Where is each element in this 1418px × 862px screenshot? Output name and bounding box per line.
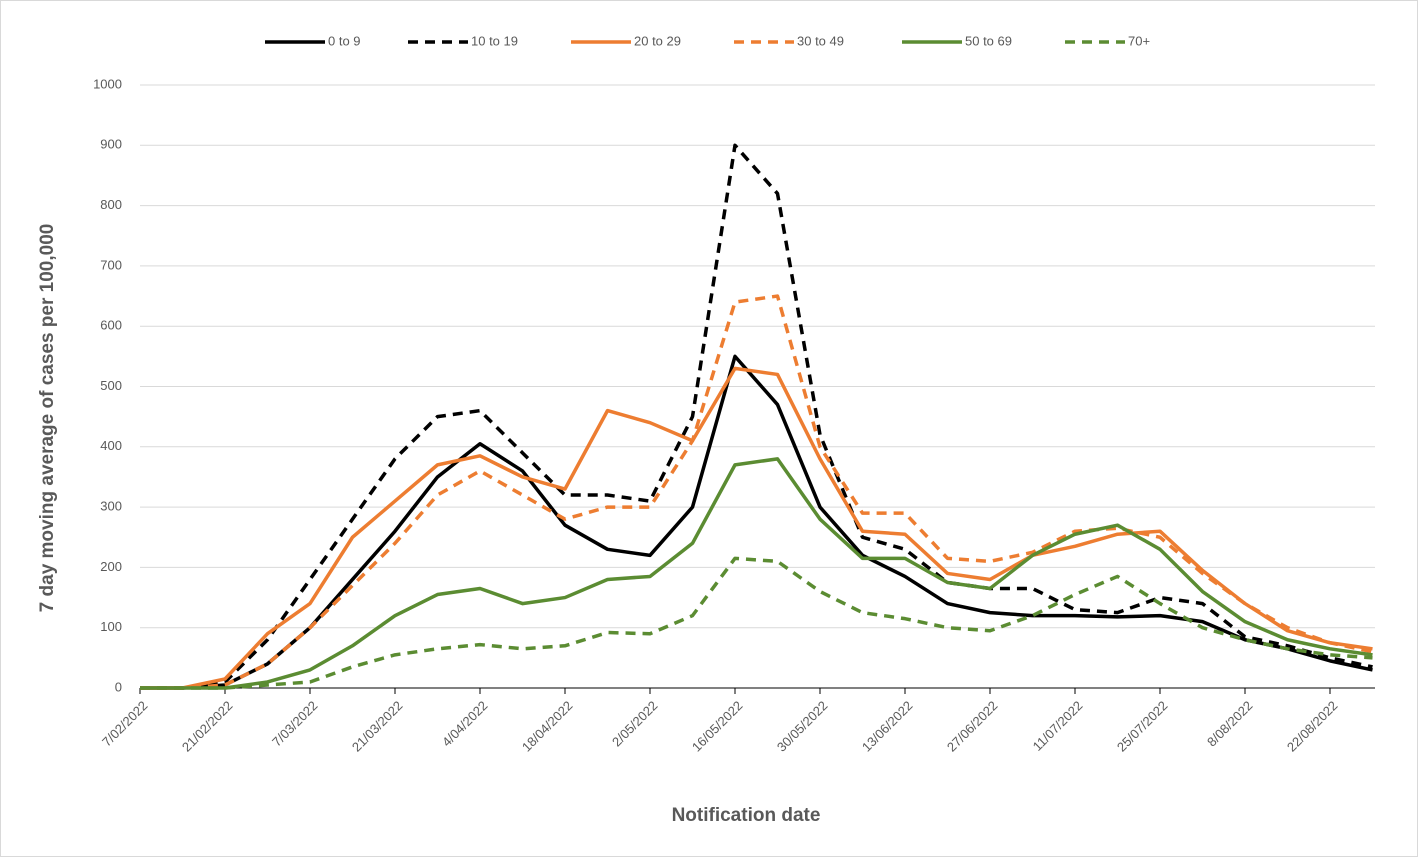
legend-label: 70+	[1128, 33, 1150, 48]
legend-label: 30 to 49	[797, 33, 844, 48]
legend-label: 10 to 19	[471, 33, 518, 48]
y-tick-label: 700	[100, 257, 122, 272]
y-tick-label: 400	[100, 438, 122, 453]
y-tick-label: 200	[100, 559, 122, 574]
y-tick-label: 900	[100, 137, 122, 152]
series-line	[140, 366, 1373, 690]
series-line	[140, 143, 1373, 690]
y-tick-label: 800	[100, 197, 122, 212]
series-line	[140, 556, 1373, 690]
series-line	[140, 354, 1373, 690]
x-axis-title: Notification date	[672, 805, 821, 826]
legend-label: 20 to 29	[634, 33, 681, 48]
y-tick-label: 100	[100, 619, 122, 634]
series-line	[140, 294, 1373, 690]
y-tick-label: 300	[100, 499, 122, 514]
y-tick-label: 600	[100, 318, 122, 333]
y-tick-label: 0	[115, 679, 122, 694]
legend-label: 0 to 9	[328, 33, 361, 48]
y-tick-label: 1000	[93, 76, 122, 91]
series-line	[140, 457, 1373, 690]
y-axis-title: 7 day moving average of cases per 100,00…	[37, 224, 58, 613]
y-tick-label: 500	[100, 378, 122, 393]
legend-label: 50 to 69	[965, 33, 1012, 48]
